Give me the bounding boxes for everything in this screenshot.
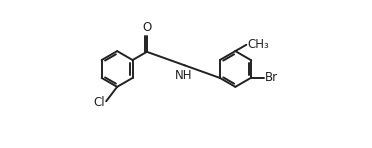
Text: CH₃: CH₃ xyxy=(248,38,269,51)
Text: Br: Br xyxy=(264,71,278,84)
Text: Cl: Cl xyxy=(93,96,105,109)
Text: NH: NH xyxy=(174,69,192,82)
Text: O: O xyxy=(142,21,152,34)
